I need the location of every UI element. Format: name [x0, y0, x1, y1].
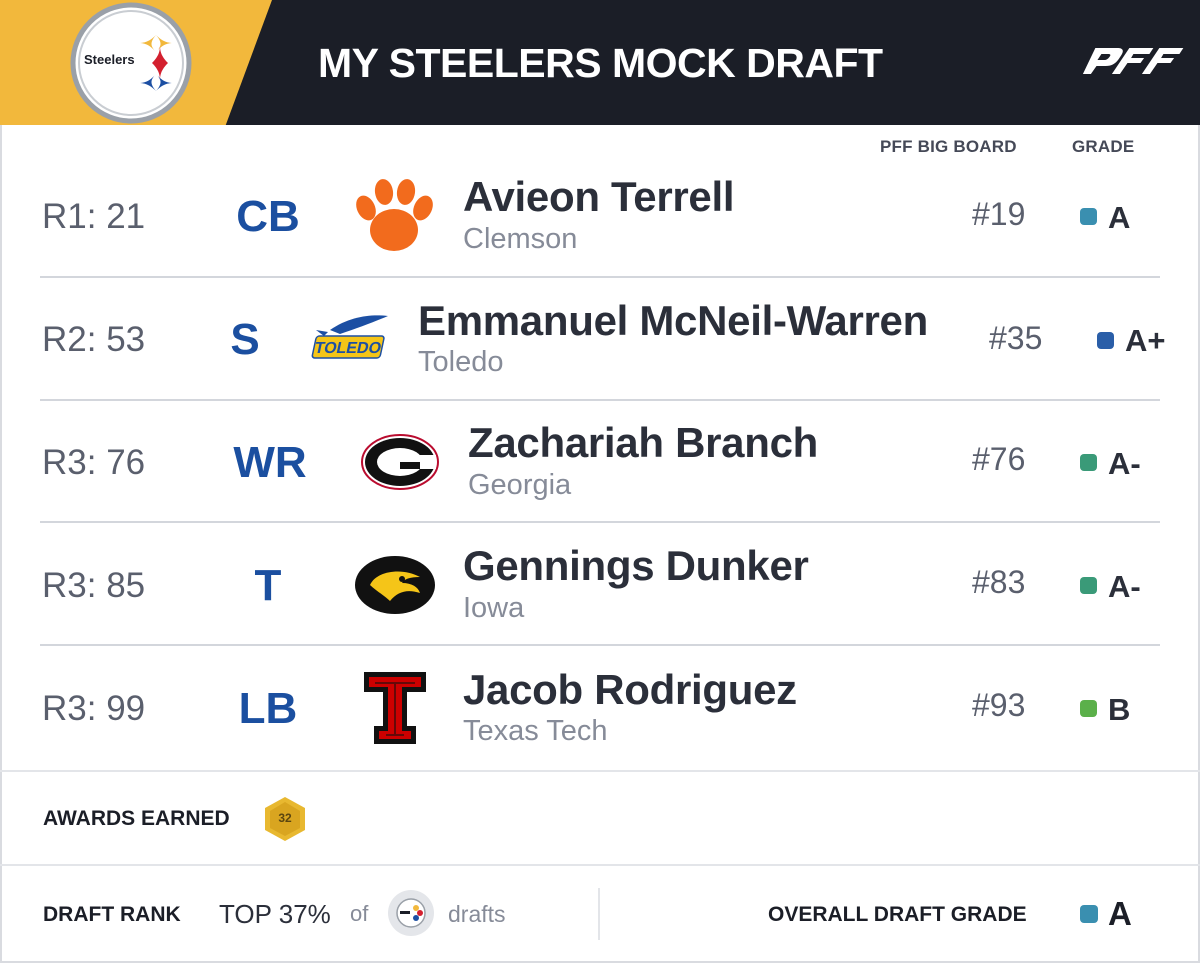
page-title: MY STEELERS MOCK DRAFT — [318, 40, 883, 86]
row-divider — [40, 644, 1160, 646]
overall-grade-dot — [1080, 905, 1098, 923]
pff-logo-icon — [1082, 48, 1184, 74]
svg-text:TOLEDO: TOLEDO — [313, 339, 383, 357]
steelers-logo-icon — [70, 2, 192, 124]
player-school: Texas Tech — [463, 715, 608, 747]
player-name: Jacob Rodriguez — [463, 666, 797, 713]
pick-number: R1: 21 — [42, 197, 146, 236]
draft-rank-drafts: drafts — [448, 901, 506, 927]
awards-label: AWARDS EARNED — [43, 807, 230, 830]
draft-rank-value: TOP 37% — [219, 899, 331, 929]
award-badge-count: 32 — [278, 811, 292, 825]
toledo-rocket-icon: TOLEDO — [311, 315, 388, 359]
player-school: Toledo — [418, 346, 504, 378]
row-divider — [40, 399, 1160, 401]
position-label: T — [254, 561, 282, 610]
board-rank: #19 — [972, 196, 1026, 232]
row-divider — [40, 521, 1160, 523]
pick-number: R2: 53 — [42, 320, 146, 359]
georgia-g-icon — [361, 434, 439, 490]
grade-dot — [1080, 577, 1097, 594]
board-rank: #93 — [972, 687, 1026, 723]
row-divider — [40, 276, 1160, 278]
overall-grade-value: A — [1108, 895, 1132, 932]
grade-value: A- — [1108, 446, 1141, 481]
player-name: Gennings Dunker — [463, 542, 809, 589]
position-label: LB — [238, 684, 298, 733]
grade-dot — [1080, 208, 1097, 225]
column-header-big-board: PFF BIG BOARD — [880, 137, 1017, 156]
grade-value: A+ — [1125, 323, 1166, 358]
steelers-logo-text: Steelers — [84, 52, 135, 67]
header-bar: Steelers MY STEELERS MOCK DRAFT — [0, 0, 1200, 125]
grade-dot — [1097, 332, 1114, 349]
footer-divider — [598, 888, 600, 940]
pick-number: R3: 76 — [42, 443, 146, 482]
draft-rank-of: of — [350, 901, 369, 926]
award-badge-icon[interactable] — [262, 795, 308, 843]
pick-number: R3: 99 — [42, 689, 146, 728]
overall-grade-label: OVERALL DRAFT GRADE — [768, 903, 1027, 926]
iowa-hawkeye-icon — [355, 556, 435, 614]
clemson-paw-icon — [356, 179, 433, 251]
grade-dot — [1080, 700, 1097, 717]
steelers-mini-logo-icon — [388, 890, 434, 936]
board-rank: #83 — [972, 564, 1026, 600]
position-label: WR — [233, 438, 307, 487]
texas-tech-double-t-icon — [364, 672, 426, 744]
position-label: S — [230, 315, 260, 364]
player-school: Iowa — [463, 592, 525, 624]
grade-dot — [1080, 454, 1097, 471]
grade-value: B — [1108, 692, 1131, 727]
pick-number: R3: 85 — [42, 566, 146, 605]
player-school: Georgia — [468, 469, 572, 501]
player-name: Avieon Terrell — [463, 173, 735, 220]
board-rank: #76 — [972, 441, 1026, 477]
player-name: Emmanuel McNeil-Warren — [418, 297, 928, 344]
position-label: CB — [236, 192, 300, 241]
player-name: Zachariah Branch — [468, 419, 818, 466]
draft-rank-label: DRAFT RANK — [43, 903, 181, 926]
player-school: Clemson — [463, 223, 578, 255]
section-divider — [0, 864, 1200, 866]
column-header-grade: GRADE — [1072, 137, 1135, 156]
section-divider — [0, 770, 1200, 772]
grade-value: A — [1108, 200, 1131, 235]
grade-value: A- — [1108, 569, 1141, 604]
board-rank: #35 — [989, 320, 1043, 356]
